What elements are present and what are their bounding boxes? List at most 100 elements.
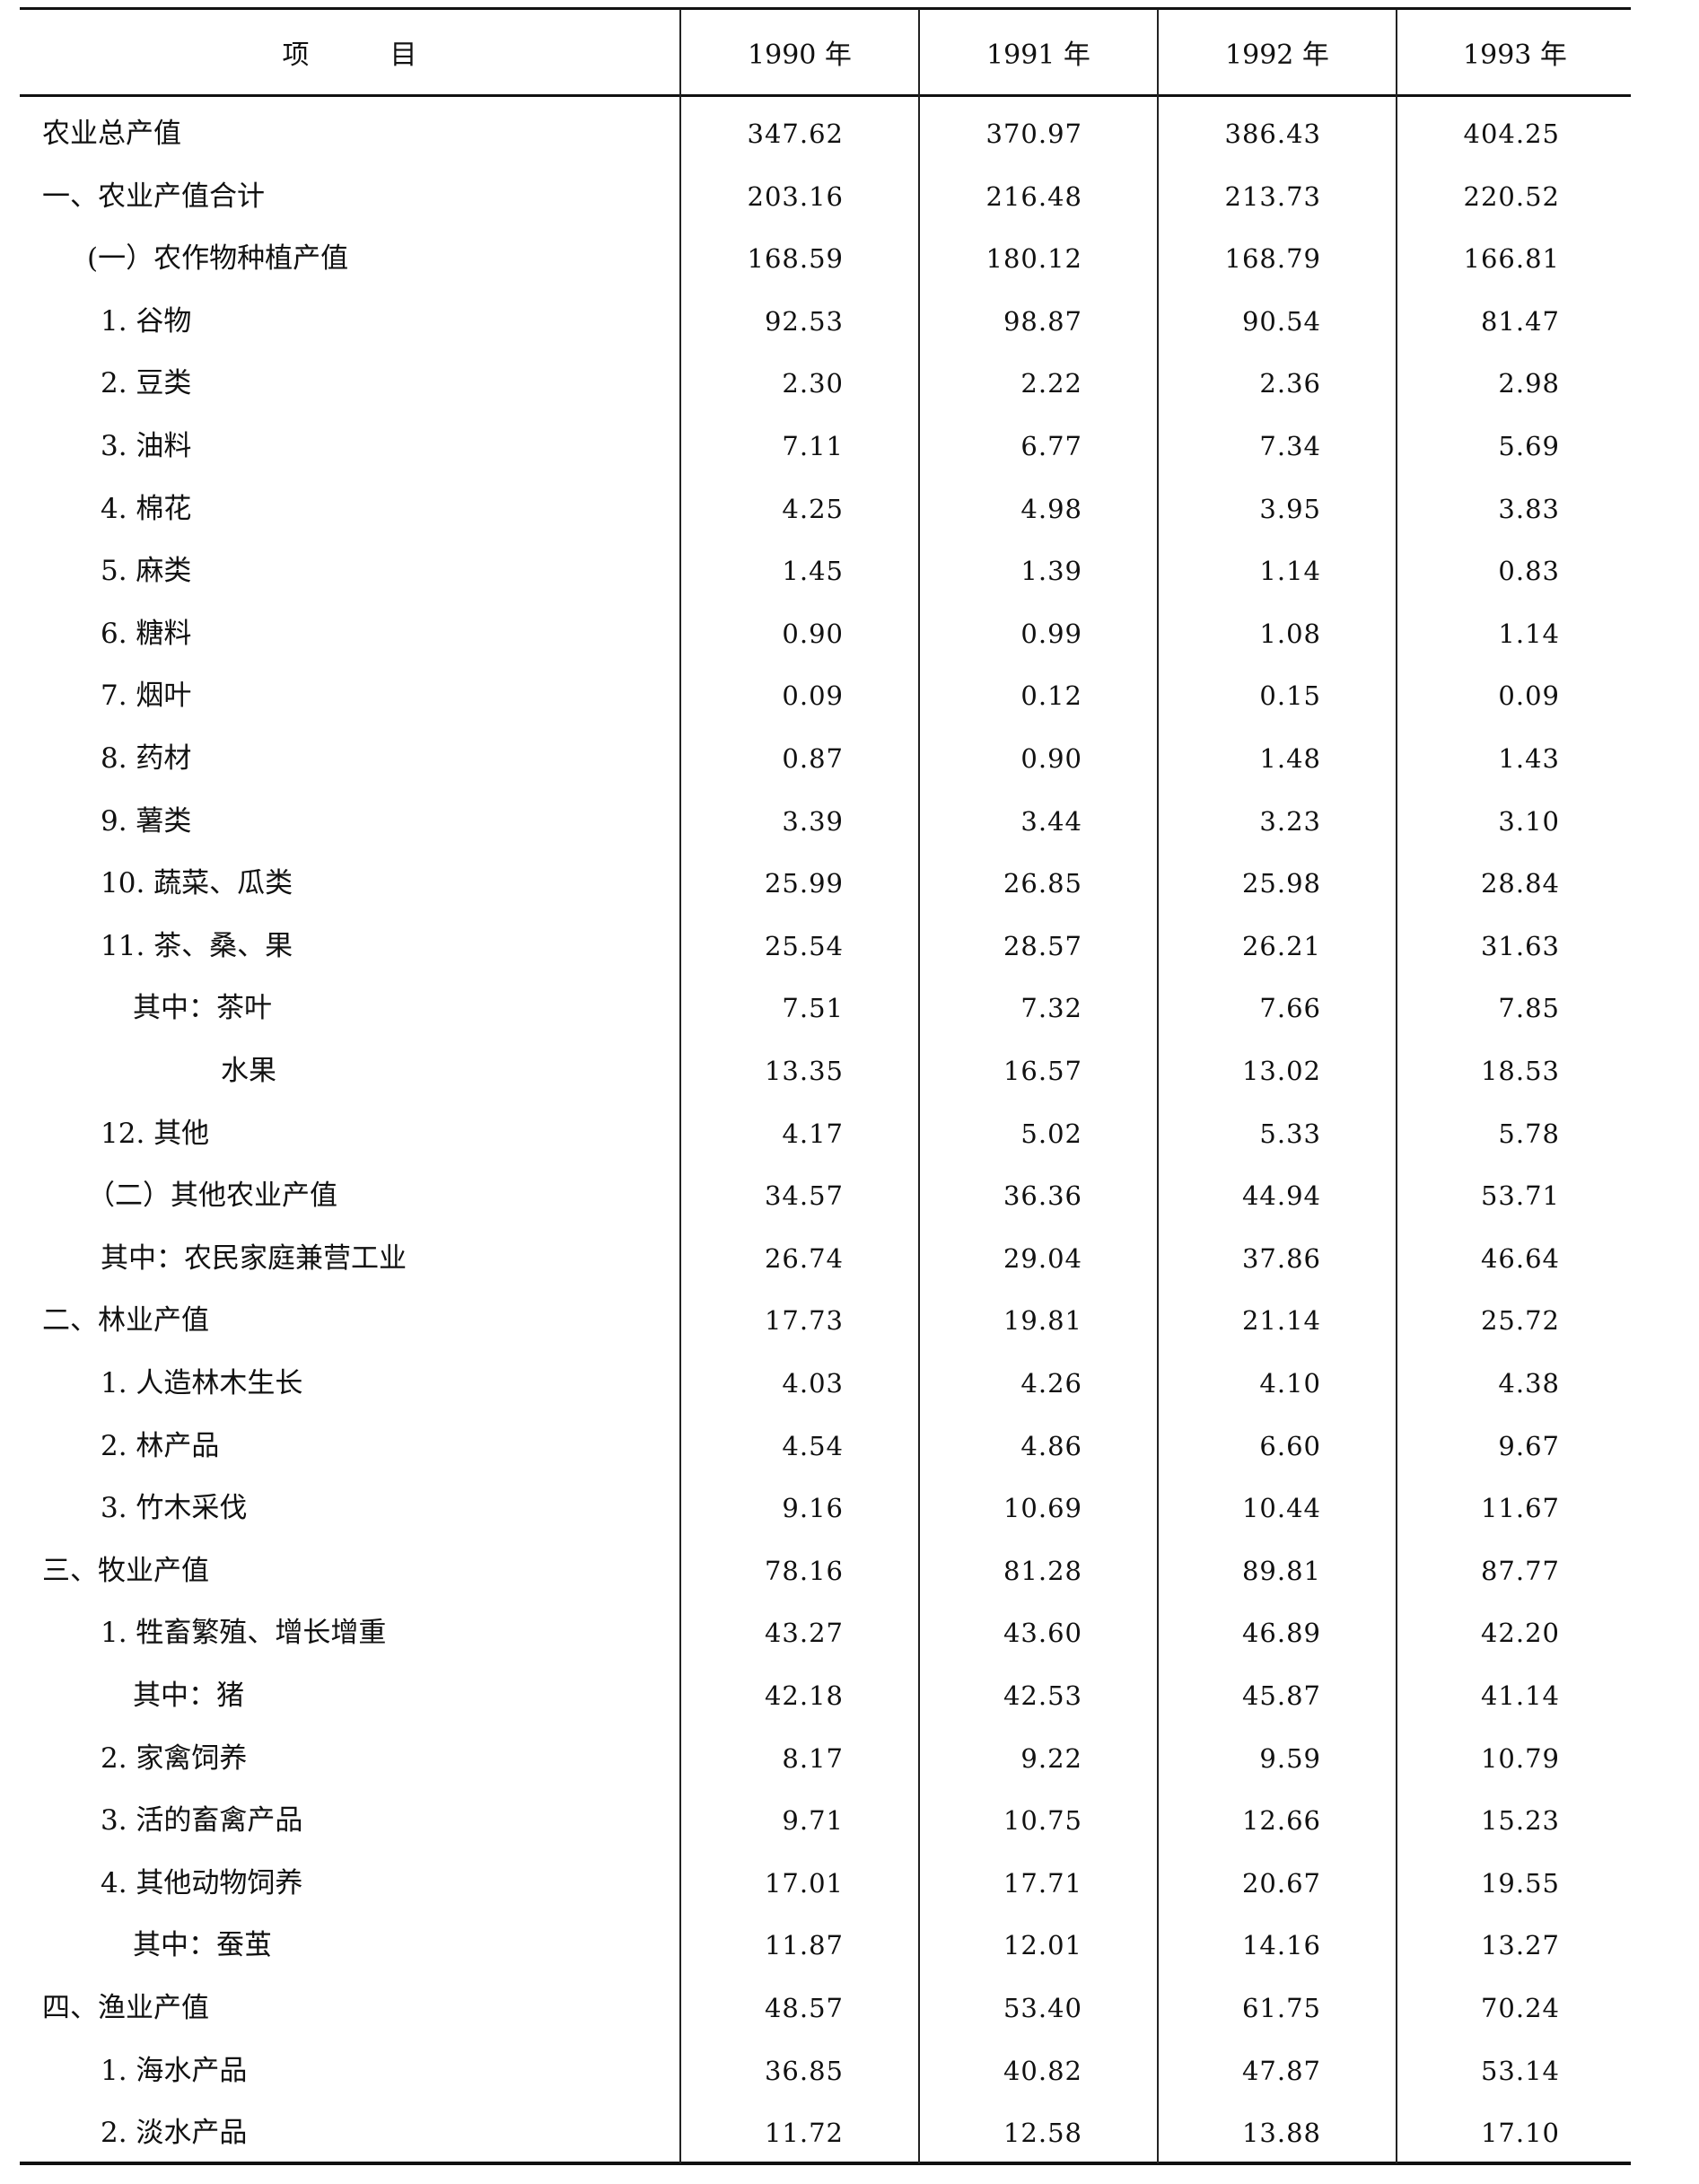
cell-value: 1.39 bbox=[1020, 556, 1082, 587]
cell-value: 10.69 bbox=[1003, 1493, 1082, 1524]
table-row: 其中：农民家庭兼营工业 26.74 29.04 37.86 46.64 bbox=[0, 1227, 1699, 1290]
cell-value: 9.59 bbox=[1259, 1742, 1321, 1774]
cell-value: 0.09 bbox=[782, 680, 844, 712]
cell-value: 16.57 bbox=[1003, 1056, 1082, 1086]
table-row: 4. 棉花 4.25 4.98 3.95 3.83 bbox=[0, 478, 1699, 540]
cell-value: 203.16 bbox=[747, 180, 844, 212]
table-row: 12. 其他 4.17 5.02 5.33 5.78 bbox=[0, 1102, 1699, 1165]
cell-value: 5.78 bbox=[1498, 1118, 1560, 1149]
cell-value: 6.60 bbox=[1259, 1430, 1321, 1461]
cell-value: 21.14 bbox=[1241, 1305, 1321, 1337]
cell-value: 87.77 bbox=[1480, 1555, 1560, 1586]
cell-value: 4.25 bbox=[782, 493, 844, 524]
cell-value: 11.87 bbox=[764, 1930, 844, 1961]
cell-value: 53.14 bbox=[1480, 2055, 1560, 2086]
cell-value: 220.52 bbox=[1463, 180, 1560, 212]
cell-value: 9.71 bbox=[782, 1805, 844, 1837]
row-label: 3. 油料 bbox=[101, 430, 192, 462]
cell-value: 14.16 bbox=[1241, 1930, 1321, 1961]
row-label: 1. 谷物 bbox=[101, 304, 192, 338]
cell-value: 4.86 bbox=[1020, 1430, 1082, 1461]
cell-value: 98.87 bbox=[1003, 305, 1082, 337]
cell-value: 13.02 bbox=[1241, 1056, 1321, 1086]
cell-value: 11.67 bbox=[1480, 1493, 1560, 1524]
cell-value: 3.39 bbox=[782, 805, 844, 837]
cell-value: 0.09 bbox=[1498, 680, 1560, 712]
cell-value: 4.26 bbox=[1020, 1368, 1082, 1399]
row-label: 12. 其他 bbox=[101, 1117, 210, 1150]
cell-value: 25.98 bbox=[1241, 868, 1321, 899]
cell-value: 19.81 bbox=[1003, 1305, 1082, 1337]
cell-value: 46.89 bbox=[1241, 1618, 1321, 1649]
cell-value: 6.77 bbox=[1020, 431, 1082, 461]
row-label: 4. 其他动物饲养 bbox=[101, 1866, 303, 1899]
row-label: 9. 薯类 bbox=[101, 804, 192, 838]
cell-value: 3.23 bbox=[1259, 805, 1321, 837]
bottom-rule bbox=[20, 2162, 1631, 2165]
cell-value: 12.01 bbox=[1003, 1930, 1082, 1961]
table-row: 4. 其他动物饲养 17.01 17.71 20.67 19.55 bbox=[0, 1852, 1699, 1915]
cell-value: 7.32 bbox=[1020, 993, 1082, 1024]
cell-value: 166.81 bbox=[1463, 243, 1560, 275]
cell-value: 1.08 bbox=[1259, 618, 1321, 649]
cell-value: 43.27 bbox=[764, 1618, 844, 1649]
cell-value: 17.71 bbox=[1003, 1867, 1082, 1899]
row-label: 1. 人造林木生长 bbox=[101, 1367, 303, 1399]
table-row: 5. 麻类 1.45 1.39 1.14 0.83 bbox=[0, 539, 1699, 602]
cell-value: 46.64 bbox=[1480, 1242, 1560, 1274]
row-label: 2. 家禽饲养 bbox=[101, 1741, 248, 1775]
table-row: 其中：茶叶 7.51 7.32 7.66 7.85 bbox=[0, 977, 1699, 1039]
table-row: (一）农作物种植产值 168.59 180.12 168.79 166.81 bbox=[0, 227, 1699, 290]
cell-value: 41.14 bbox=[1480, 1680, 1560, 1711]
row-label: 10. 蔬菜、瓜类 bbox=[101, 867, 293, 900]
table-row: 1. 人造林木生长 4.03 4.26 4.10 4.38 bbox=[0, 1352, 1699, 1415]
table-row: 其中：猪 42.18 42.53 45.87 41.14 bbox=[0, 1664, 1699, 1727]
cell-value: 10.75 bbox=[1003, 1805, 1082, 1837]
cell-value: 28.57 bbox=[1003, 930, 1082, 961]
row-label: 其中：蚕茧 bbox=[133, 1929, 272, 1962]
table-row: 9. 薯类 3.39 3.44 3.23 3.10 bbox=[0, 790, 1699, 853]
table-row: 2. 淡水产品 11.72 12.58 13.88 17.10 bbox=[0, 2101, 1699, 2164]
cell-value: 2.30 bbox=[782, 368, 844, 399]
table-row: 1. 谷物 92.53 98.87 90.54 81.47 bbox=[0, 290, 1699, 353]
cell-value: 70.24 bbox=[1480, 1993, 1560, 2023]
cell-value: 42.53 bbox=[1003, 1680, 1082, 1711]
cell-value: 34.57 bbox=[764, 1180, 844, 1212]
cell-value: 17.73 bbox=[764, 1305, 844, 1337]
cell-value: 19.55 bbox=[1480, 1867, 1560, 1899]
cell-value: 47.87 bbox=[1241, 2055, 1321, 2086]
cell-value: 8.17 bbox=[782, 1742, 844, 1774]
cell-value: 3.44 bbox=[1020, 805, 1082, 837]
cell-value: 53.40 bbox=[1003, 1993, 1082, 2023]
cell-value: 2.98 bbox=[1498, 368, 1560, 399]
cell-value: 53.71 bbox=[1480, 1180, 1560, 1212]
row-label: 6. 糖料 bbox=[101, 617, 192, 650]
cell-value: 9.22 bbox=[1020, 1742, 1082, 1774]
cell-value: 2.36 bbox=[1259, 368, 1321, 399]
cell-value: 45.87 bbox=[1241, 1680, 1321, 1711]
cell-value: 13.88 bbox=[1241, 2118, 1321, 2149]
row-label: 三、牧业产值 bbox=[42, 1554, 209, 1587]
cell-value: 7.85 bbox=[1498, 993, 1560, 1024]
cell-value: 12.58 bbox=[1003, 2118, 1082, 2149]
table-row: 水果 13.35 16.57 13.02 18.53 bbox=[0, 1039, 1699, 1102]
cell-value: 4.98 bbox=[1020, 493, 1082, 524]
table-row: 10. 蔬菜、瓜类 25.99 26.85 25.98 28.84 bbox=[0, 852, 1699, 915]
cell-value: 25.54 bbox=[764, 930, 844, 961]
table-row: 11. 茶、桑、果 25.54 28.57 26.21 31.63 bbox=[0, 915, 1699, 978]
cell-value: 5.69 bbox=[1498, 431, 1560, 461]
cell-value: 10.79 bbox=[1480, 1742, 1560, 1774]
table-row: 农业总产值 347.62 370.97 386.43 404.25 bbox=[0, 102, 1699, 165]
table-row: 3. 竹木采伐 9.16 10.69 10.44 11.67 bbox=[0, 1477, 1699, 1539]
column-divider bbox=[679, 9, 681, 2163]
cell-value: 7.66 bbox=[1259, 993, 1321, 1024]
row-label: 1. 海水产品 bbox=[101, 2054, 248, 2087]
cell-value: 20.67 bbox=[1241, 1867, 1321, 1899]
row-label: 2. 豆类 bbox=[101, 367, 192, 400]
row-label: 1. 牲畜繁殖、增长增重 bbox=[101, 1617, 387, 1650]
table-row: 三、牧业产值 78.16 81.28 89.81 87.77 bbox=[0, 1539, 1699, 1602]
cell-value: 26.21 bbox=[1241, 930, 1321, 961]
row-label: 11. 茶、桑、果 bbox=[101, 929, 293, 962]
cell-value: 3.10 bbox=[1498, 805, 1560, 837]
row-label: 四、渔业产值 bbox=[42, 1992, 209, 2024]
